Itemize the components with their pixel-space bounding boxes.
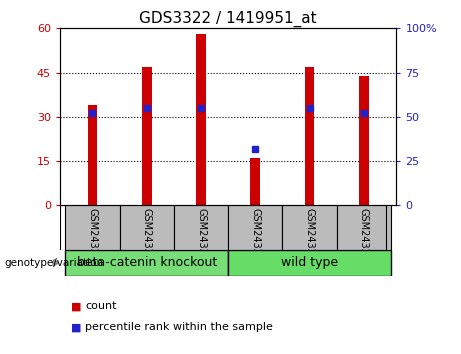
Text: genotype/variation: genotype/variation [5,258,104,268]
Text: GSM243349: GSM243349 [88,207,97,267]
Bar [196,34,206,205]
Text: beta-catenin knockout: beta-catenin knockout [77,256,217,269]
Text: count: count [85,301,117,311]
Bar [120,205,174,250]
Bar [65,205,120,250]
Bar [65,250,228,276]
Text: ■: ■ [71,301,82,311]
Bar [228,250,391,276]
Text: GSM243351: GSM243351 [196,207,206,267]
Bar [142,67,152,205]
Bar [88,105,97,205]
Bar [305,67,314,205]
Bar [174,205,228,250]
Bar [337,205,391,250]
Text: wild type: wild type [281,256,338,269]
Text: GSM243350: GSM243350 [142,207,152,267]
Bar [283,205,337,250]
Text: ■: ■ [71,322,82,332]
Text: percentile rank within the sample: percentile rank within the sample [85,322,273,332]
Bar [228,205,283,250]
Title: GDS3322 / 1419951_at: GDS3322 / 1419951_at [139,11,317,27]
Text: GSM243347: GSM243347 [305,207,314,267]
Text: GSM243348: GSM243348 [359,207,369,267]
Text: GSM243346: GSM243346 [250,207,260,267]
Bar [359,75,369,205]
Bar [250,158,260,205]
